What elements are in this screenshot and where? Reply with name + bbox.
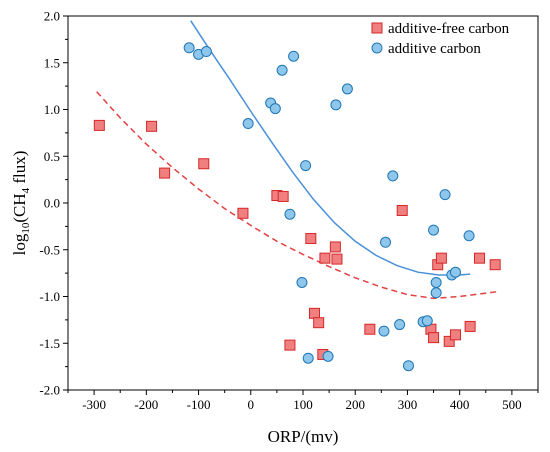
point-additive-free-25 (489, 259, 501, 271)
point-additive-free-9 (308, 307, 320, 319)
point-additive-3 (242, 118, 254, 130)
point-additive-18 (394, 319, 406, 331)
point-additive-free-0 (93, 119, 105, 131)
point-additive-23 (430, 276, 442, 288)
legend-label-additive-free: additive-free carbon (388, 21, 510, 37)
point-additive-16 (380, 236, 392, 248)
x-tick-label: -300 (82, 397, 106, 412)
x-tick-label: 400 (450, 397, 470, 412)
point-additive-free-8 (305, 233, 317, 245)
point-additive-7 (284, 208, 296, 220)
point-additive-19 (402, 360, 414, 372)
point-additive-9 (296, 276, 308, 288)
point-additive-24 (430, 287, 442, 299)
x-tick-label: 500 (502, 397, 522, 412)
y-tick-label: 1.5 (44, 55, 60, 70)
point-additive-15 (378, 325, 390, 337)
point-additive-free-23 (464, 320, 476, 332)
point-additive-free-21 (443, 335, 455, 347)
y-tick-label: 1.0 (44, 102, 60, 117)
y-axis-title: log10(CH4 flux) (10, 151, 32, 256)
point-additive-free-22 (449, 329, 461, 341)
x-tick-label: -200 (134, 397, 158, 412)
fit-line-additive (190, 20, 471, 276)
x-axis: -300 -200 -100 0 100 200 300 400 500 (67, 390, 539, 412)
y-tick-label: 0.5 (44, 149, 60, 164)
point-additive-free-14 (331, 253, 343, 265)
point-additive-10 (300, 160, 312, 172)
point-additive-0 (183, 42, 195, 54)
point-additive-free-15 (364, 323, 376, 335)
point-additive-free-20 (435, 252, 447, 264)
y-tick-label: -2.0 (39, 383, 60, 398)
data-points (93, 42, 501, 372)
x-tick-label: 100 (293, 397, 313, 412)
point-additive-free-16 (396, 204, 408, 216)
point-additive-13 (330, 99, 342, 111)
point-additive-free-2 (159, 167, 171, 179)
y-axis: -2.0 -1.5 -1.0 -0.5 0.0 0.5 1.0 1.5 2.0 (39, 9, 68, 398)
point-additive-12 (322, 350, 334, 362)
point-additive-free-6 (277, 190, 289, 202)
x-tick-label: 300 (398, 397, 418, 412)
point-additive-free-3 (198, 158, 210, 170)
x-tick-label: -100 (187, 397, 211, 412)
x-tick-label: 0 (248, 397, 255, 412)
point-additive-free-4 (237, 207, 249, 219)
point-additive-17 (387, 170, 399, 182)
legend: additive-free carbon additive carbon (371, 21, 510, 57)
point-additive-5 (269, 103, 281, 115)
y-tick-label: -1.0 (39, 289, 60, 304)
point-additive-2 (200, 46, 212, 58)
point-additive-14 (341, 83, 353, 95)
point-additive-free-18 (428, 332, 440, 344)
y-tick-label: 0.0 (44, 196, 60, 211)
y-tick-label: -0.5 (39, 242, 60, 257)
point-additive-free-10 (313, 317, 325, 329)
x-tick-label: 200 (345, 397, 365, 412)
legend-marker-additive-free (371, 22, 383, 34)
y-tick-label: 2.0 (44, 9, 60, 24)
point-additive-free-24 (474, 252, 486, 264)
point-additive-6 (276, 64, 288, 76)
y-tick-label: -1.5 (39, 336, 60, 351)
point-additive-11 (302, 352, 314, 364)
legend-label-additive: additive carbon (388, 41, 481, 57)
point-additive-21 (421, 315, 433, 327)
point-additive-free-12 (319, 252, 331, 264)
x-axis-title: ORP/(mv) (268, 427, 339, 446)
point-additive-27 (449, 266, 461, 278)
point-additive-22 (428, 224, 440, 236)
point-additive-8 (288, 50, 300, 62)
fit-lines (96, 20, 497, 300)
point-additive-free-7 (284, 339, 296, 351)
plot-frame (67, 15, 539, 391)
point-additive-25 (439, 189, 451, 201)
point-additive-28 (463, 230, 475, 242)
legend-marker-additive (371, 42, 383, 54)
point-additive-free-1 (146, 120, 158, 132)
point-additive-free-13 (329, 241, 341, 253)
